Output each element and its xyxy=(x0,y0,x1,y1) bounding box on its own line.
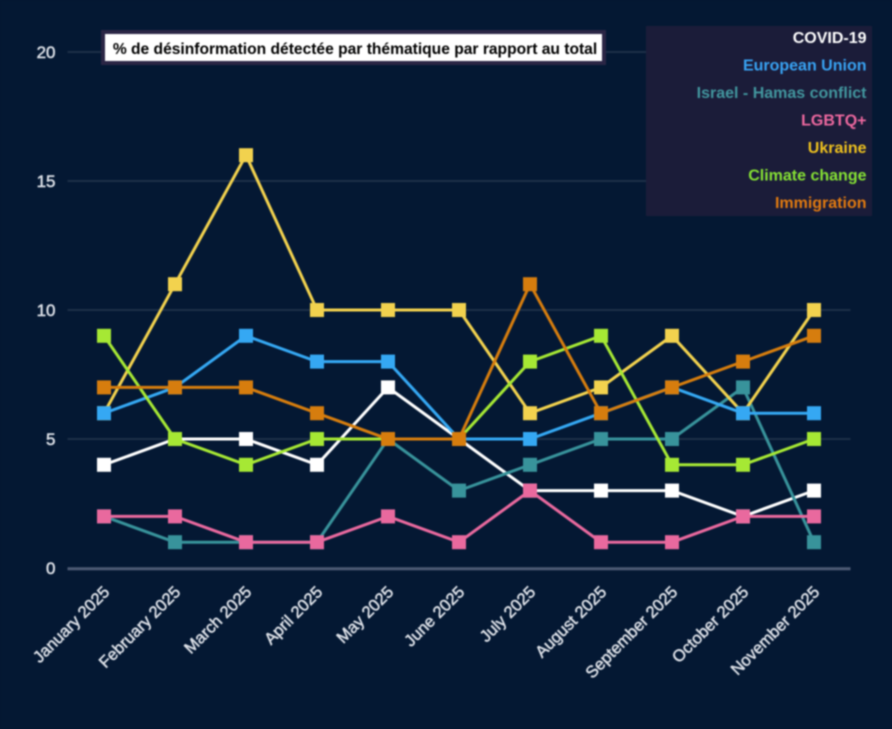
svg-text:15: 15 xyxy=(37,172,56,191)
svg-text:LGBTQ+: LGBTQ+ xyxy=(801,113,866,130)
svg-text:Israel - Hamas conflict: Israel - Hamas conflict xyxy=(697,85,868,102)
svg-text:10: 10 xyxy=(37,301,56,320)
svg-text:Climate change: Climate change xyxy=(748,168,866,185)
svg-text:Immigration: Immigration xyxy=(775,195,867,212)
svg-text:5: 5 xyxy=(46,430,55,449)
svg-text:Ukraine: Ukraine xyxy=(808,140,867,157)
svg-text:% de désinformation détectée p: % de désinformation détectée par thémati… xyxy=(113,41,597,58)
svg-text:COVID-19: COVID-19 xyxy=(793,30,867,47)
svg-text:0: 0 xyxy=(46,559,55,578)
svg-text:20: 20 xyxy=(37,43,56,62)
svg-text:European Union: European Union xyxy=(743,58,867,75)
